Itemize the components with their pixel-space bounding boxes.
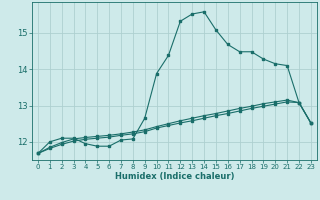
X-axis label: Humidex (Indice chaleur): Humidex (Indice chaleur) — [115, 172, 234, 181]
